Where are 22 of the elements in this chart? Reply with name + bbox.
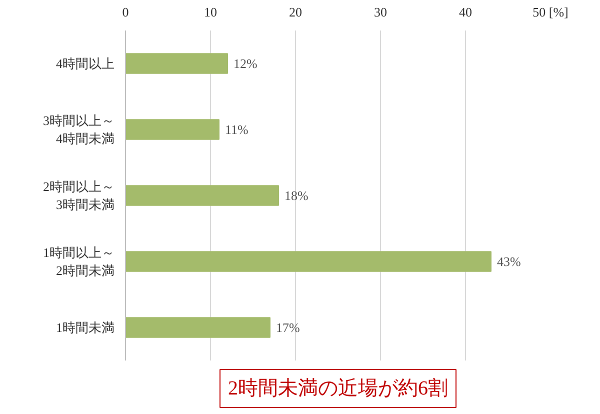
x-tick-label: 0 <box>122 4 129 20</box>
data-label: 17% <box>276 320 300 335</box>
data-label: 43% <box>497 254 521 269</box>
data-label: 11% <box>225 122 249 137</box>
bar <box>126 317 270 338</box>
text: 2時間未満の近場が約6割 <box>228 378 448 400</box>
bar <box>126 251 492 272</box>
bar <box>126 185 279 206</box>
x-tick-label: 20 <box>289 4 302 20</box>
bar <box>126 119 220 140</box>
bar <box>126 53 228 74</box>
y-tick-label: 4時間以上 <box>56 56 114 71</box>
x-tick-label: 30 <box>374 4 387 20</box>
y-tick-label: 2時間以上～ 3時間未満 <box>43 179 114 212</box>
y-tick-label: 3時間以上～ 4時間未満 <box>43 113 114 146</box>
y-tick-label: 1時間未満 <box>56 320 114 335</box>
data-label: 18% <box>284 188 308 203</box>
x-tick-label: 50 [%] <box>532 4 568 20</box>
y-tick-label: 1時間以上～ 2時間未満 <box>43 245 114 278</box>
x-tick-label: 40 <box>459 4 472 20</box>
x-tick-label: 10 <box>204 4 217 20</box>
data-label: 12% <box>234 56 258 71</box>
